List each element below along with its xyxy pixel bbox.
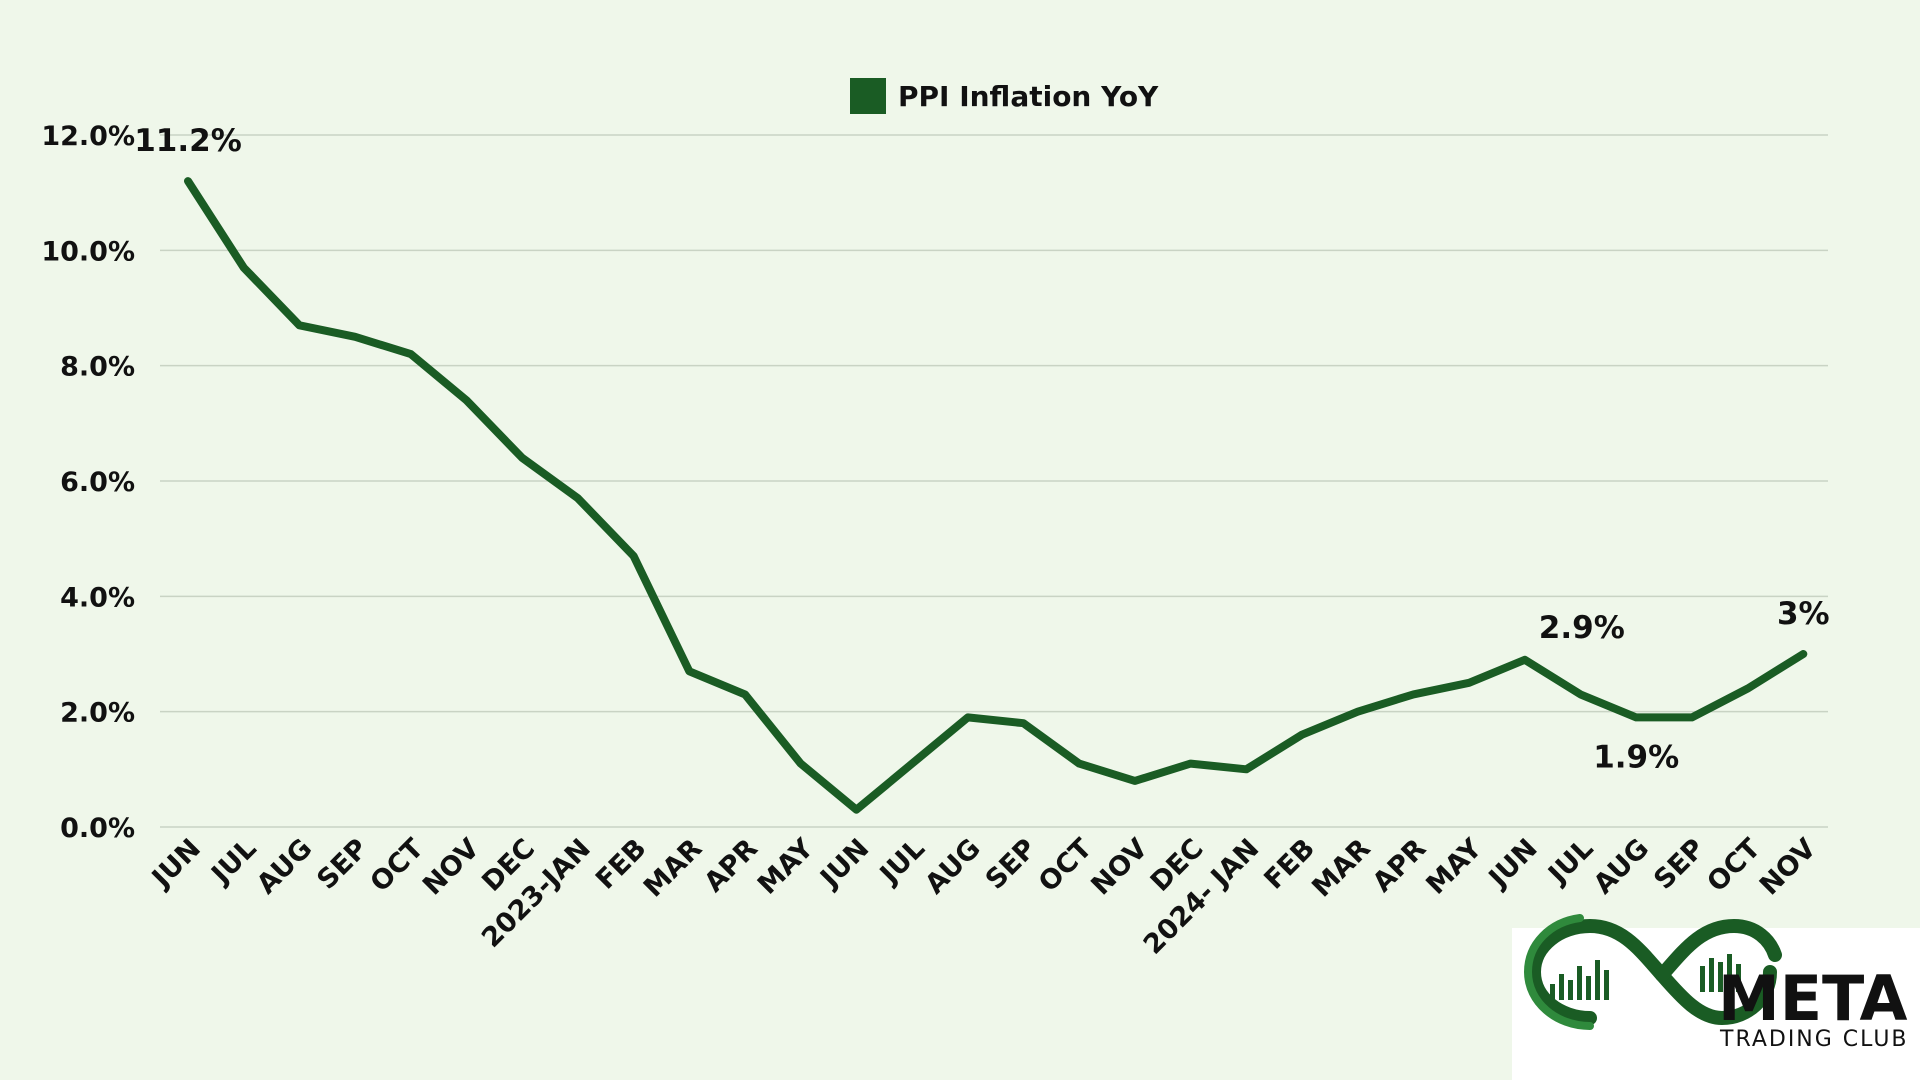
y-tick-label: 0.0%	[60, 813, 135, 844]
data-point	[630, 552, 638, 560]
x-tick-label: JUN	[145, 833, 207, 895]
data-point	[1577, 690, 1584, 698]
data-point	[1075, 760, 1083, 768]
data-point	[852, 806, 860, 814]
series-ppi-inflation	[184, 177, 1808, 814]
data-point	[351, 333, 359, 341]
data-point	[797, 760, 805, 768]
logo-subtitle: TRADING CLUB	[1719, 1027, 1909, 1052]
data-label: 2.9%	[1539, 610, 1625, 646]
data-label: 1.9%	[1593, 739, 1679, 775]
x-tick-label: MAR	[638, 833, 709, 904]
x-tick-label: SEP	[980, 833, 1043, 896]
x-tick-label: OCT	[365, 833, 431, 899]
legend-swatch	[850, 78, 886, 114]
x-tick-label: MAY	[1420, 833, 1488, 901]
meta-trading-club-logo: META TRADING CLUB	[1512, 914, 1920, 1080]
y-tick-label: 8.0%	[60, 352, 135, 383]
series-line	[184, 177, 1808, 814]
y-tick-label: 12.0%	[41, 121, 135, 152]
data-point	[1409, 690, 1417, 698]
data-point	[1298, 731, 1306, 739]
data-point	[295, 321, 303, 329]
data-point	[574, 494, 582, 502]
data-point	[1187, 760, 1195, 768]
legend-entry: PPI Inflation YoY	[898, 80, 1159, 113]
x-tick-label: NOV	[1085, 833, 1153, 901]
data-labels: 11.2% 2.9% 1.9% 3%	[134, 123, 1829, 775]
x-tick-label: APR	[1367, 833, 1433, 899]
x-tick-label: AUG	[251, 833, 318, 900]
x-tick-label: SEP	[1648, 833, 1711, 896]
data-point	[1131, 777, 1139, 785]
data-point	[1799, 650, 1807, 658]
data-point	[1354, 708, 1362, 716]
data-label: 3%	[1777, 596, 1830, 632]
y-tick-label: 2.0%	[60, 698, 135, 729]
y-axis-ticks: 0.0% 2.0% 4.0% 6.0% 8.0% 10.0% 12.0%	[41, 121, 135, 844]
data-point	[741, 690, 749, 698]
x-tick-label: MAY	[752, 833, 820, 901]
data-point	[1020, 719, 1027, 727]
x-tick-label: AUG	[919, 833, 986, 900]
x-tick-label: OCT	[1033, 833, 1099, 899]
x-tick-label: MAR	[1306, 833, 1377, 904]
x-tick-label: APR	[699, 833, 765, 899]
data-point	[908, 760, 916, 768]
data-label: 11.2%	[134, 123, 242, 159]
x-tick-label: NOV	[1754, 833, 1822, 901]
data-point	[184, 177, 192, 185]
data-point	[463, 396, 470, 404]
data-point	[407, 350, 415, 358]
data-point	[1521, 656, 1529, 664]
y-tick-label: 6.0%	[60, 467, 135, 498]
y-tick-label: 4.0%	[60, 582, 135, 613]
legend: PPI Inflation YoY	[850, 78, 1159, 114]
x-tick-label: SEP	[311, 833, 374, 896]
data-point	[518, 454, 526, 462]
data-point	[964, 713, 972, 721]
data-point	[1632, 713, 1640, 721]
logo-wordmark: META	[1718, 962, 1908, 1035]
data-point	[240, 264, 248, 272]
x-tick-label: JUN	[1482, 833, 1544, 895]
logo-background	[1512, 928, 1920, 1080]
y-tick-label: 10.0%	[41, 236, 135, 267]
x-tick-label: NOV	[417, 833, 485, 901]
data-point	[1465, 679, 1473, 687]
infinity-chart-icon	[1523, 914, 1782, 1030]
data-point	[1744, 685, 1752, 693]
data-point	[1242, 765, 1250, 773]
data-point	[1688, 713, 1696, 721]
x-tick-label: AUG	[1588, 833, 1655, 900]
x-tick-label: JUN	[813, 833, 875, 895]
grid-lines	[160, 134, 1828, 828]
data-point	[685, 667, 693, 675]
x-tick-label: OCT	[1701, 833, 1767, 899]
